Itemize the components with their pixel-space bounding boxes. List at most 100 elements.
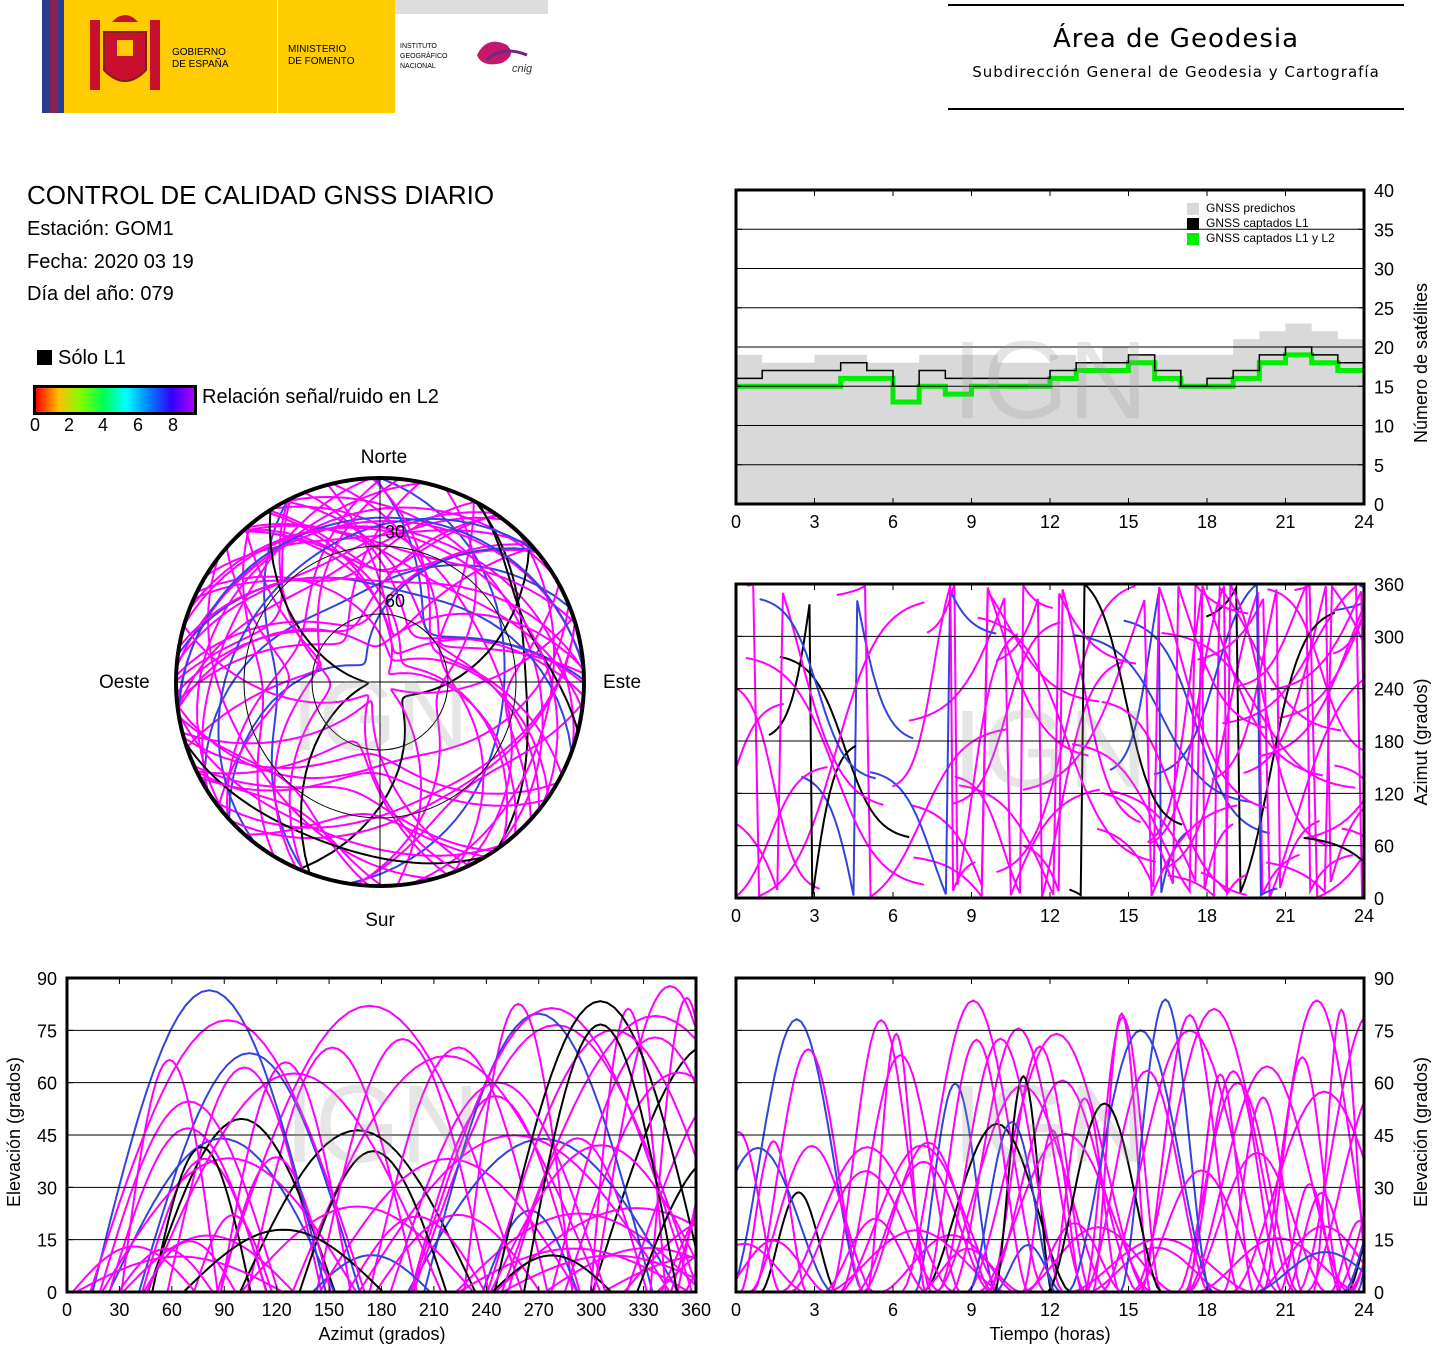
snr-colorbar <box>33 385 197 415</box>
elevation-time-track <box>1306 1099 1364 1292</box>
elevation-time-track <box>790 1170 941 1292</box>
elevation-time-track <box>1085 1069 1210 1292</box>
y-tick-label: 75 <box>1374 1021 1394 1041</box>
azimuth-track <box>1266 584 1364 895</box>
elevation-azimuth-chart: 0 15 30 45 60 75 90 0 30 60 90 120 150 180 210 240 270 30… <box>4 969 711 1344</box>
header-logos: GOBIERNO DE ESPAÑA MINISTERIO DE FOMENTO… <box>42 0 548 113</box>
x-tick-label: 18 <box>1197 512 1217 532</box>
elevation-time-track <box>1084 1015 1162 1292</box>
elevation-time-track <box>1047 1102 1162 1292</box>
skyplot-chart: IGN Norte Sur Este Oeste 30 60 <box>99 447 641 931</box>
elevation-track <box>589 1007 667 1292</box>
elevation-time-track <box>1232 1090 1364 1292</box>
y-tick-label: 0 <box>1374 1283 1384 1303</box>
elevation-time-track <box>840 1053 961 1292</box>
elevation-track <box>550 1036 696 1292</box>
x-tick-label: 15 <box>1118 906 1138 926</box>
elevation-track <box>625 1112 696 1292</box>
elevation-time-track <box>781 1146 954 1292</box>
ring-label-60: 60 <box>385 591 405 611</box>
x-tick-label: 21 <box>1275 512 1295 532</box>
area-title: Área de Geodesia <box>1052 24 1300 54</box>
y-tick-label: 90 <box>37 969 57 989</box>
snr-tick: 8 <box>168 415 179 435</box>
x-tick-label: 12 <box>1040 1300 1060 1320</box>
x-tick-label: 3 <box>809 906 819 926</box>
satellite-track <box>183 625 458 872</box>
satellite-track <box>201 478 372 793</box>
et-xlabel: Tiempo (horas) <box>989 1324 1110 1344</box>
x-tick-label: 0 <box>731 512 741 532</box>
satellite-track <box>438 500 584 675</box>
y-tick-label: 45 <box>1374 1126 1394 1146</box>
elevation-time-track <box>1343 1236 1364 1292</box>
x-tick-label: 300 <box>576 1300 606 1320</box>
elevation-time-track <box>1133 1007 1295 1292</box>
elevation-track <box>311 1254 431 1292</box>
azimuth-track <box>1267 588 1364 752</box>
satellite-track <box>188 526 559 806</box>
elevation-time-track <box>1255 1251 1364 1292</box>
azimuth-track <box>1258 603 1364 758</box>
elevation-track <box>315 1037 490 1292</box>
azimuth-track <box>913 588 1100 898</box>
elevation-time-track <box>752 1048 864 1292</box>
x-tick-label: 15 <box>1118 512 1138 532</box>
l1-square-icon <box>37 350 52 365</box>
y-tick-label: 60 <box>1374 1074 1394 1094</box>
azimuth-track <box>1270 590 1364 782</box>
elevation-time-track <box>994 1074 1053 1292</box>
elevation-time-track <box>863 1141 993 1292</box>
gov-label-1: GOBIERNO <box>172 47 226 58</box>
x-tick-label: 240 <box>471 1300 501 1320</box>
satellite-track <box>273 478 400 869</box>
area-subtitle: Subdirección General de Geodesia y Carto… <box>972 63 1380 81</box>
predicted-area <box>736 323 1364 504</box>
x-tick-label: 21 <box>1275 906 1295 926</box>
elevation-time-track <box>937 1037 1064 1292</box>
elevation-track <box>544 1246 696 1292</box>
y-tick-label: 30 <box>1374 260 1394 280</box>
azimuth-track <box>745 656 925 886</box>
report-title: CONTROL DE CALIDAD GNSS DIARIO <box>27 180 495 210</box>
satellite-track <box>331 482 485 873</box>
elevation-track <box>318 1157 579 1292</box>
elevation-time-track <box>736 1242 805 1292</box>
x-tick-label: 120 <box>262 1300 292 1320</box>
azimuth-track <box>958 593 1137 896</box>
plot-frame <box>734 188 1366 506</box>
y-tick-label: 35 <box>1374 220 1394 240</box>
satellite-track <box>244 528 509 846</box>
y-tick-label: 75 <box>37 1021 57 1041</box>
elevation-time-chart: 0 15 30 45 60 75 90 0 3 6 9 12 15 18 21 24 IGN Elevació… <box>731 969 1431 1344</box>
satellite-track <box>176 612 584 710</box>
elevation-time-track <box>1286 1191 1358 1292</box>
x-tick-label: 360 <box>681 1300 711 1320</box>
azimuth-track <box>1023 589 1141 892</box>
x-tick-label: 330 <box>629 1300 659 1320</box>
snr-colorbar-label: Relación señal/ruido en L2 <box>202 386 439 408</box>
azimuth-track <box>1200 584 1328 895</box>
elevation-track <box>219 1156 332 1292</box>
snr-tick: 4 <box>98 415 109 435</box>
count-ylabel: Número de satélites <box>1411 283 1431 443</box>
azimuth-track <box>736 702 785 772</box>
satellite-track <box>184 741 486 865</box>
elevation-track <box>91 989 327 1292</box>
azimuth-track <box>800 600 914 896</box>
elevation-time-track <box>968 1120 1056 1292</box>
institute-label-3: NACIONAL <box>400 63 436 70</box>
satellite-track <box>176 498 292 682</box>
satellite-track <box>354 702 584 886</box>
sky-south: Sur <box>365 910 395 931</box>
x-tick-label: 9 <box>966 906 976 926</box>
satellite-track <box>205 529 532 577</box>
azimuth-track <box>736 766 828 898</box>
satellite-count-chart: 0 5 10 15 20 25 30 35 40 0 3 6 9 12 15 18 21 24 IGN GNSS … <box>731 181 1431 532</box>
x-tick-label: 270 <box>524 1300 554 1320</box>
x-tick-label: 9 <box>966 1300 976 1320</box>
cnig-logo-icon: cnig <box>477 41 533 75</box>
azimuth-track <box>736 592 884 891</box>
x-tick-label: 12 <box>1040 512 1060 532</box>
elevation-track <box>491 1254 613 1292</box>
